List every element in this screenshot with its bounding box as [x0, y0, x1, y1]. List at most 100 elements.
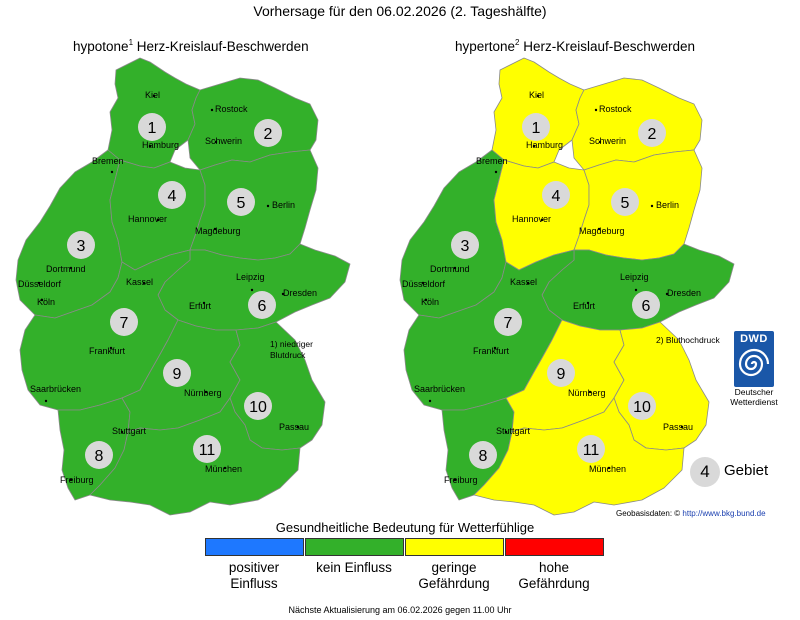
region-number-label: 11: [583, 442, 600, 459]
city-label-frankfurt: Frankfurt: [89, 346, 126, 356]
region-number-label: 5: [621, 195, 630, 212]
city-label-erfurt: Erfurt: [189, 301, 212, 311]
region-number-circle: [522, 113, 550, 141]
city-label-berlin: Berlin: [272, 200, 295, 210]
city-dot-frankfurt: [109, 346, 113, 350]
region-number-label: 5: [237, 195, 246, 212]
map-labels-hypertone: Kiel Rostock Hamburg Schwerin Bremen Hannover…: [402, 90, 701, 485]
region-number-label: 9: [557, 366, 566, 383]
region-number-circle: [628, 392, 656, 420]
region-number-circle: [248, 291, 276, 319]
map-hypotone: [15, 57, 351, 516]
city-label-freiburg: Freiburg: [444, 475, 478, 485]
region-1: [491, 57, 585, 169]
city-dot-rostock: [210, 108, 214, 112]
city-dot-kassel: [142, 281, 146, 285]
geobasis-label: Geobasisdaten: ©: [616, 509, 683, 518]
region-number-circle: [577, 435, 605, 463]
city-dot-stuttgart: [120, 430, 124, 434]
region-number-circle: [138, 113, 166, 141]
region-number-label: 8: [95, 448, 104, 465]
city-dot-erfurt: [586, 301, 590, 305]
region-number-label: 10: [633, 399, 651, 416]
region-number-circle: [110, 308, 138, 336]
city-dot-münchen: [223, 466, 227, 470]
city-dot-magdeburg: [213, 227, 217, 231]
city-label-köln: Köln: [421, 297, 439, 307]
region-number-circle: [163, 359, 191, 387]
city-label-hamburg: Hamburg: [142, 140, 179, 150]
geobasis-link[interactable]: http://www.bkg.bund.de: [682, 509, 766, 518]
footnote-hypertone: 2) Bluthochdruck: [656, 335, 720, 345]
city-label-leipzig: Leipzig: [620, 272, 649, 282]
city-dot-freiburg: [69, 478, 73, 482]
footnote-hypotone: 1) niedriger Blutdruck: [270, 339, 313, 360]
city-label-magdeburg: Magdeburg: [579, 226, 625, 236]
city-label-leipzig: Leipzig: [236, 272, 265, 282]
city-dot-freiburg: [453, 478, 457, 482]
region-number-label: 1: [532, 120, 541, 137]
city-label-nürnberg: Nürnberg: [568, 388, 606, 398]
city-dot-dortmund: [453, 266, 457, 270]
city-label-magdeburg: Magdeburg: [195, 226, 241, 236]
city-dot-schwerin: [598, 140, 602, 144]
legend-swatch-none: [305, 538, 404, 556]
region-number-label: 6: [258, 298, 267, 315]
map-title-prefix: hypertone: [455, 39, 516, 54]
map-title-hypertone: hypertone2 Herz-Kreislauf-Beschwerden: [455, 38, 695, 54]
city-label-dresden: Dresden: [283, 288, 317, 298]
region-number-circle: [67, 231, 95, 259]
city-dot-leipzig: [634, 288, 638, 292]
city-label-schwerin: Schwerin: [589, 136, 626, 146]
region-number-label: 4: [552, 188, 561, 205]
city-label-düsseldorf: Düsseldorf: [402, 279, 446, 289]
city-label-schwerin: Schwerin: [205, 136, 242, 146]
legend-swatch-low: [405, 538, 504, 556]
map-title-footnote: 1: [128, 38, 134, 47]
map-title-footnote: 2: [515, 38, 520, 47]
dwd-logo-text: DWD: [740, 333, 768, 345]
region-key-circle: 4: [690, 457, 720, 487]
region-number-circle: [244, 392, 272, 420]
city-dot-berlin: [650, 204, 654, 208]
region-number-circle: [632, 291, 660, 319]
map-title-hypotone: hypotone1 Herz-Kreislauf-Beschwerden: [73, 38, 309, 54]
city-label-berlin: Berlin: [656, 200, 679, 210]
city-label-hannover: Hannover: [128, 214, 167, 224]
city-label-münchen: München: [589, 464, 626, 474]
region-number-circle: [611, 188, 639, 216]
city-label-passau: Passau: [663, 422, 693, 432]
dwd-logo: DWD: [734, 331, 774, 387]
city-dot-nürnberg: [588, 390, 592, 394]
update-note: Nächste Aktualisierung am 06.02.2026 geg…: [288, 605, 512, 615]
region-number-circle: [227, 188, 255, 216]
dwd-name: Deutscher Wetterdienst: [730, 387, 778, 407]
city-label-nürnberg: Nürnberg: [184, 388, 222, 398]
region-number-label: 2: [264, 126, 273, 143]
region-number-label: 7: [504, 315, 513, 332]
region-number-circle: [638, 119, 666, 147]
region-number-label: 1: [148, 120, 157, 137]
city-label-bremen: Bremen: [476, 156, 508, 166]
city-dot-magdeburg: [597, 227, 601, 231]
city-dot-saarbrücken: [428, 399, 432, 403]
city-label-frankfurt: Frankfurt: [473, 346, 510, 356]
region-3: [399, 149, 507, 319]
city-label-rostock: Rostock: [599, 104, 632, 114]
city-label-kiel: Kiel: [145, 90, 160, 100]
city-label-dortmund: Dortmund: [430, 264, 470, 274]
geobasis-credit: Geobasisdaten: © http://www.bkg.bund.de: [616, 509, 766, 518]
city-dot-kiel: [536, 94, 540, 98]
city-dot-berlin: [266, 204, 270, 208]
legend-label-low: geringe Gefährdung: [418, 560, 490, 591]
city-label-saarbrücken: Saarbrücken: [30, 384, 81, 394]
region-key-label: Gebiet: [724, 462, 769, 479]
legend-swatch-high: [505, 538, 604, 556]
region-number-label: 3: [461, 238, 470, 255]
city-label-passau: Passau: [279, 422, 309, 432]
city-label-freiburg: Freiburg: [60, 475, 94, 485]
region-number-label: 4: [168, 188, 177, 205]
region-number-circle: [85, 441, 113, 469]
region-number-circle: [542, 181, 570, 209]
